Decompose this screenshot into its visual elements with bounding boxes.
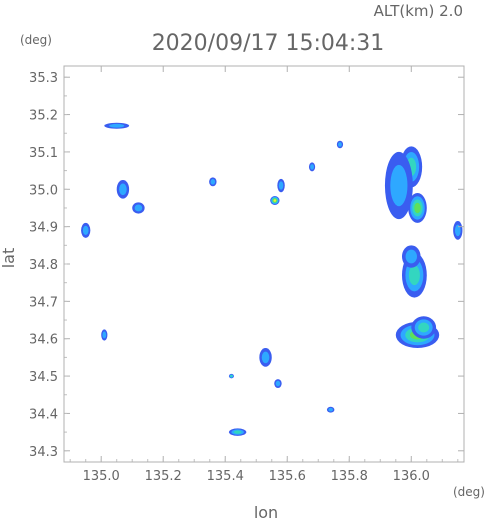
echo-cell (336, 140, 344, 149)
echo-cell (209, 177, 217, 187)
echo-level (418, 322, 430, 333)
echo-cell (259, 348, 272, 367)
y-tick-label: 35.2 (29, 109, 58, 124)
echo-level (408, 265, 420, 286)
echo-level (390, 164, 408, 207)
axis-ticks: 135.0 135.2 135.4 135.6 135.8 136.0 34.3 34.4 34… (29, 66, 464, 484)
echo-level (102, 331, 107, 339)
echo-level (119, 183, 127, 196)
x-tick-label: 136.0 (393, 469, 430, 484)
echo-cell (384, 151, 413, 220)
y-tick-label: 34.5 (29, 370, 58, 385)
echo-level (210, 179, 216, 185)
y-tick-label: 34.9 (29, 221, 58, 236)
echo-cell (326, 406, 335, 413)
echo-cell (270, 196, 280, 205)
echo-cell (308, 162, 316, 172)
echo-cell (228, 373, 234, 379)
echo-cell (228, 428, 247, 436)
echo-level (454, 224, 461, 237)
echo-level (109, 123, 125, 128)
timestamp-title: 2020/09/17 15:04:31 (152, 31, 385, 56)
y-tick-label: 35.0 (29, 183, 58, 198)
echo-cell (132, 202, 145, 214)
y-tick-label: 34.3 (29, 445, 58, 460)
echo-level (405, 249, 418, 264)
echo-cell (408, 193, 427, 223)
echo-level (278, 181, 284, 190)
echo-cell (453, 221, 463, 240)
echo-level (134, 204, 143, 212)
y-unit-label: (deg) (20, 33, 52, 47)
echo-level (261, 351, 270, 364)
echo-level (328, 407, 333, 412)
y-tick-label: 35.1 (29, 146, 58, 161)
x-tick-label: 135.0 (83, 469, 120, 484)
x-tick-label: 135.4 (207, 469, 244, 484)
echo-cell (277, 178, 285, 193)
echo-level (233, 430, 242, 434)
y-tick-label: 34.8 (29, 258, 58, 273)
echo-cell (104, 122, 130, 129)
echo-level (230, 374, 233, 378)
echo-cell (81, 222, 91, 238)
echo-cell (411, 316, 437, 339)
echo-level (338, 142, 342, 147)
plot-frame (63, 65, 465, 463)
x-axis-label: lon (254, 503, 278, 521)
x-tick-label: 135.6 (269, 469, 306, 484)
echo-cell (116, 179, 130, 199)
x-tick-label: 135.8 (331, 469, 368, 484)
echo-layer (81, 122, 463, 436)
y-tick-label: 34.7 (29, 295, 58, 310)
echo-level (273, 199, 277, 202)
echo-cell (401, 245, 421, 268)
echo-level (310, 164, 314, 170)
echo-cell (101, 329, 108, 341)
y-tick-label: 34.4 (29, 407, 58, 422)
x-tick-label: 135.2 (145, 469, 182, 484)
altitude-label: ALT(km) 2.0 (374, 2, 463, 20)
x-unit-label: (deg) (453, 485, 485, 499)
y-tick-label: 34.6 (29, 333, 58, 348)
echo-level (82, 225, 89, 235)
echo-level (414, 202, 421, 214)
echo-cell (274, 379, 282, 389)
y-axis-label: lat (0, 248, 18, 269)
echo-level (275, 380, 281, 387)
y-tick-label: 35.3 (29, 71, 58, 86)
